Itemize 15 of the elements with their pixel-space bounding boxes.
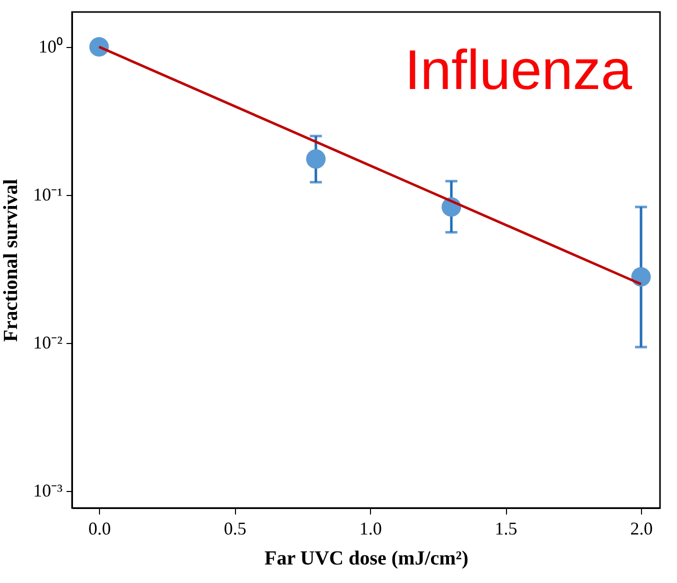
- point: [631, 267, 651, 287]
- y-tick-label: 10⁻¹: [33, 184, 62, 204]
- y-axis-title: Fractional survival: [0, 178, 22, 342]
- x-tick-label: 0.5: [224, 518, 246, 538]
- point: [89, 37, 109, 57]
- x-tick-label: 0.0: [88, 518, 111, 538]
- y-tick-label: 10⁻²: [33, 332, 62, 353]
- x-axis-title: Far UVC dose (mJ/cm²): [264, 548, 468, 570]
- y-tick-label: 10⁰: [38, 36, 62, 56]
- annotation: Influenza: [404, 38, 633, 101]
- x-tick-label: 1.5: [494, 518, 518, 538]
- x-tick-label: 1.0: [359, 518, 382, 538]
- point: [306, 149, 326, 169]
- y-tick-label: 10⁻³: [33, 480, 64, 501]
- x-tick-label: 2.0: [630, 518, 653, 538]
